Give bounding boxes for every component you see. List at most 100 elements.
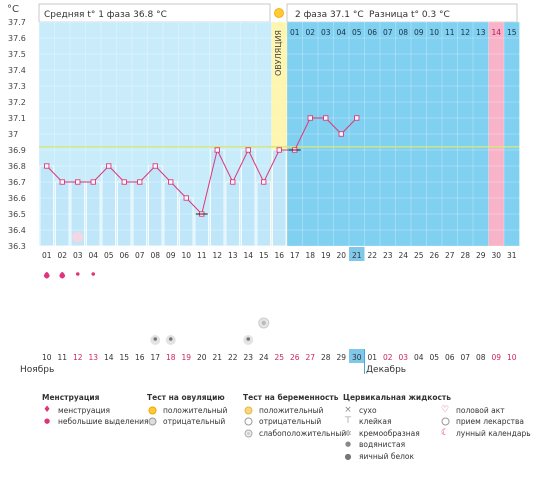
small-drop-icon: ● <box>43 417 51 425</box>
menstruation-icon <box>59 272 66 279</box>
legend-item-label: прием лекарства <box>456 417 524 426</box>
legend-ovulation-test: Тест на овуляцию положительный отрицател… <box>147 392 227 428</box>
y-tick-label: 36.4 <box>8 226 26 235</box>
date-label: 17 <box>150 353 160 362</box>
temperature-point <box>106 163 112 169</box>
date-label: 11 <box>57 353 67 362</box>
pregnancy-positive-icon <box>243 405 253 415</box>
phase2-day-label: 09 <box>414 28 424 37</box>
date-label: 30 <box>352 353 362 362</box>
legend-item: ♡ половой акт <box>440 405 531 417</box>
legend-item: ● яичный белок <box>343 451 451 463</box>
cycle-day-label: 14 <box>243 251 253 260</box>
date-label: 27 <box>305 353 315 362</box>
legend-item: ☾ лунный календарь <box>440 428 531 440</box>
legend-item-label: водянистая <box>359 440 406 449</box>
legend-item: ● водянистая <box>343 439 451 451</box>
pregnancy-weak-icon <box>243 428 253 438</box>
date-label: 13 <box>88 353 98 362</box>
temperature-point <box>44 163 50 169</box>
month-label-december: Декабрь <box>366 365 406 375</box>
cycle-day-label: 03 <box>73 251 83 260</box>
date-label: 10 <box>507 353 517 362</box>
cervical-icon-dot <box>153 337 158 341</box>
y-tick-label: 37.5 <box>8 50 26 59</box>
phase2-day-label: 05 <box>352 28 362 37</box>
cycle-day-row: 01 02 03 04 05 06 07 08 09 10 11 12 13 14 15 16 17 18 19 20… <box>42 247 517 261</box>
date-label: 26 <box>290 353 300 362</box>
date-label: 29 <box>336 353 346 362</box>
today-highlight <box>349 349 365 363</box>
legend-cervical: Цервикальная жидкость × сухо ⊤ клейкая ✲ кр… <box>343 392 451 462</box>
cycle-day-label: 23 <box>383 251 393 260</box>
phase1-average-text: Средняя t° 1 фаза 36.8 °C <box>44 10 167 20</box>
sun-icon <box>274 8 284 18</box>
cycle-day-label: 17 <box>290 251 300 260</box>
phase2-day-label: 03 <box>321 28 331 37</box>
sticky-icon: ⊤ <box>344 416 352 426</box>
legend-item: прием лекарства <box>440 416 531 428</box>
moon-icon: ☾ <box>440 427 450 438</box>
legend-item: слабоположительный <box>243 428 346 440</box>
y-tick-label: 37.7 <box>8 18 26 27</box>
y-axis: 36.3 36.4 36.5 36.6 36.7 36.8 36.9 37 37.1 37.2 37… <box>8 18 26 251</box>
temperature-series <box>44 115 360 217</box>
legend-item-label: лунный календарь <box>456 428 531 438</box>
cycle-day-label: 01 <box>42 251 52 260</box>
pregnancy-negative-icon <box>243 417 253 427</box>
y-tick-label: 36.5 <box>8 210 26 219</box>
temperature-point <box>307 115 313 121</box>
phase2-day-label: 04 <box>336 28 346 37</box>
legend-menstruation: Менструация ♦ менструация ● небольшие выде… <box>42 392 149 428</box>
date-label: 03 <box>398 353 408 362</box>
legend-item: положительный <box>147 405 227 417</box>
temperature-bar <box>179 197 194 247</box>
legend-other-spacer <box>440 392 531 404</box>
date-label: 10 <box>42 353 52 362</box>
date-label: 16 <box>135 353 145 362</box>
cycle-day-label: 20 <box>336 251 346 260</box>
y-tick-label: 37.1 <box>8 114 26 123</box>
cycle-day-label: 16 <box>274 251 284 260</box>
date-label: 06 <box>445 353 455 362</box>
cycle-day-label: 27 <box>445 251 455 260</box>
date-label: 04 <box>414 353 424 362</box>
cycle-day-label: 09 <box>166 251 176 260</box>
cycle-day-label: 10 <box>181 251 191 260</box>
cycle-day-label: 21 <box>352 251 362 260</box>
legend-item-label: слабоположительный <box>259 428 347 438</box>
dry-icon: × <box>344 404 352 415</box>
temperature-point <box>168 179 174 185</box>
y-tick-label: 37.3 <box>8 82 26 91</box>
date-label: 15 <box>119 353 129 362</box>
cervical-icon-dot <box>246 337 251 341</box>
creamy-icon: ✲ <box>344 428 352 438</box>
y-tick-label: 36.9 <box>8 146 26 155</box>
phase2-day-label: 12 <box>460 28 470 37</box>
date-label: 25 <box>274 353 284 362</box>
legend-item-label: кремообразная <box>359 428 420 438</box>
temperature-point <box>121 179 127 185</box>
y-tick-label: 36.6 <box>8 194 26 203</box>
temperature-point <box>276 147 282 153</box>
phase2-day-label: 02 <box>305 28 315 37</box>
legend-item-label: положительный <box>259 405 324 415</box>
cycle-day-label: 02 <box>57 251 67 260</box>
phase2-day-label: 06 <box>367 28 377 37</box>
cycle-day-label: 29 <box>476 251 486 260</box>
menstruation-icon: ♦ <box>42 404 52 415</box>
legend-ovulation-test-title: Тест на овуляцию <box>147 393 225 402</box>
bbt-chart: °C Средняя t° 1 фаза 36.8 °C 2 фаза 37.1… <box>7 3 520 375</box>
legend-item: ⊤ клейкая <box>343 416 451 428</box>
temperature-point <box>183 195 189 201</box>
y-tick-label: 36.8 <box>8 162 26 171</box>
legend-item: × сухо <box>343 405 451 417</box>
legend-item-label: отрицательный <box>259 417 322 426</box>
temperature-point <box>261 179 267 185</box>
date-label: 02 <box>383 353 393 362</box>
temperature-bar <box>39 165 54 247</box>
legend-pregnancy-test: Тест на беременность положительный отриц… <box>243 392 346 439</box>
legend-item-label: менструация <box>58 405 110 415</box>
phase2-day-label: 07 <box>383 28 393 37</box>
legend-item-label: небольшие выделения <box>58 417 149 426</box>
